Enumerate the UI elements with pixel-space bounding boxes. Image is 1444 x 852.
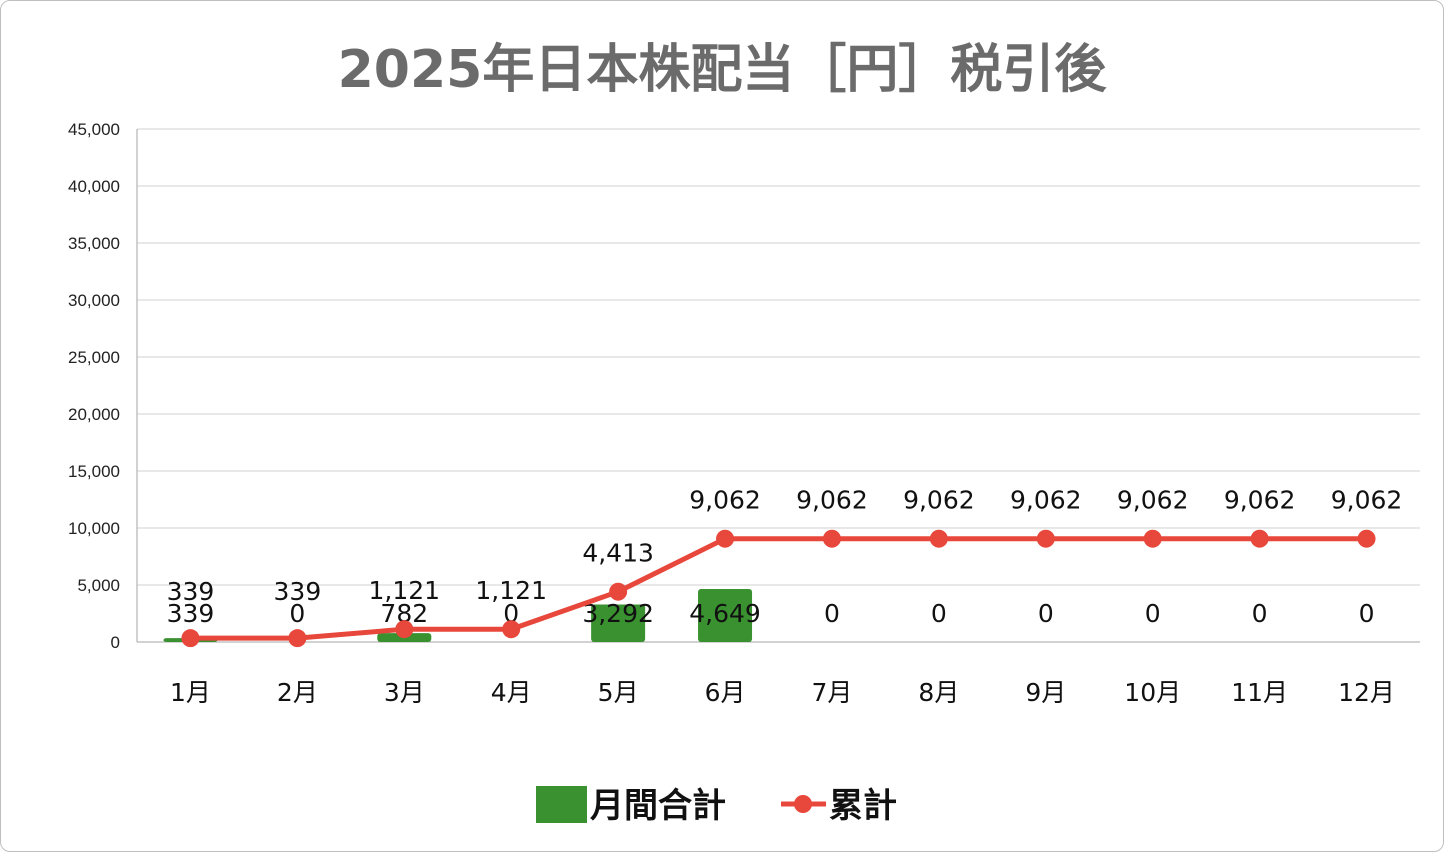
x-tick-label: 7月 [812,678,853,707]
bar-data-label: 0 [1145,599,1161,628]
bar-data-label: 0 [503,599,519,628]
x-tick-label: 10月 [1124,678,1181,707]
x-tick-label: 6月 [705,678,746,707]
line-data-label: 9,062 [689,486,761,515]
line-data-label: 339 [274,577,322,606]
bar-data-label: 3,292 [582,599,654,628]
y-axis: 0 5,000 10,000 15,000 20,000 25,000 30,000 35,0… [68,120,138,652]
bar-data-label: 0 [931,599,947,628]
bar-data-label: 4,649 [689,599,761,628]
x-tick-label: 8月 [918,678,959,707]
bar [591,604,646,642]
y-tick-label: 15,000 [68,462,120,481]
x-tick-label: 4月 [491,678,532,707]
line-data-label: 1,121 [475,576,547,605]
y-tick-label: 45,000 [68,120,120,139]
y-tick-label: 20,000 [68,405,120,424]
line-point [1250,529,1269,548]
y-tick-label: 5,000 [77,576,120,595]
legend-label-cumulative: 累計 [829,786,897,826]
line-data-label: 339 [167,577,215,606]
y-tick-label: 40,000 [68,177,120,196]
chart-title: 2025年日本株配当［円］税引後 [338,40,1108,100]
line-point [1143,529,1162,548]
line-point [288,629,307,648]
line-point [609,582,628,601]
x-tick-label: 11月 [1231,678,1288,707]
legend-marker-cumulative [794,795,812,813]
line-data-label: 9,062 [903,486,975,515]
line-data-label: 9,062 [1117,486,1189,515]
line-data-label: 9,062 [1224,486,1296,515]
line-point [716,529,735,548]
x-tick-label: 1月 [170,678,211,707]
gridlines [137,128,1420,643]
line-data-label: 4,413 [582,539,654,568]
y-tick-label: 35,000 [68,234,120,253]
line-point [395,620,414,639]
line-data-label: 9,062 [1331,486,1403,515]
bar-data-label: 0 [1359,599,1375,628]
x-tick-label: 5月 [598,678,639,707]
legend-swatch-monthly [536,786,587,823]
bar-data-label: 0 [1252,599,1268,628]
line-point [502,620,521,639]
line-data-label: 9,062 [796,486,868,515]
line-data-label: 1,121 [369,576,441,605]
line-point [1357,529,1376,548]
x-tick-label: 3月 [384,678,425,707]
line-point [822,529,841,548]
y-tick-label: 0 [111,633,120,652]
bar-data-label: 0 [824,599,840,628]
line-data-label: 9,062 [1010,486,1082,515]
bar-data-label: 339 [167,599,215,628]
bar-series: 339 0 782 0 3,292 4,649 0 0 0 0 0 0 [163,589,1374,642]
legend: 月間合計 累計 [536,786,897,826]
x-tick-label: 9月 [1025,678,1066,707]
bar-data-label: 0 [289,599,305,628]
bar-data-label: 0 [1038,599,1054,628]
x-tick-label: 2月 [277,678,318,707]
line-point [181,629,200,648]
line-point [1036,529,1055,548]
line-point [929,529,948,548]
y-tick-label: 10,000 [68,519,120,538]
y-tick-label: 30,000 [68,291,120,310]
y-tick-label: 25,000 [68,348,120,367]
x-tick-label: 12月 [1338,678,1395,707]
x-axis: 1月 2月 3月 4月 5月 6月 7月 8月 9月 10月 11月 12月 [170,678,1395,707]
bar [698,589,753,642]
legend-label-monthly: 月間合計 [590,786,726,826]
cumulative-line [190,536,1367,641]
